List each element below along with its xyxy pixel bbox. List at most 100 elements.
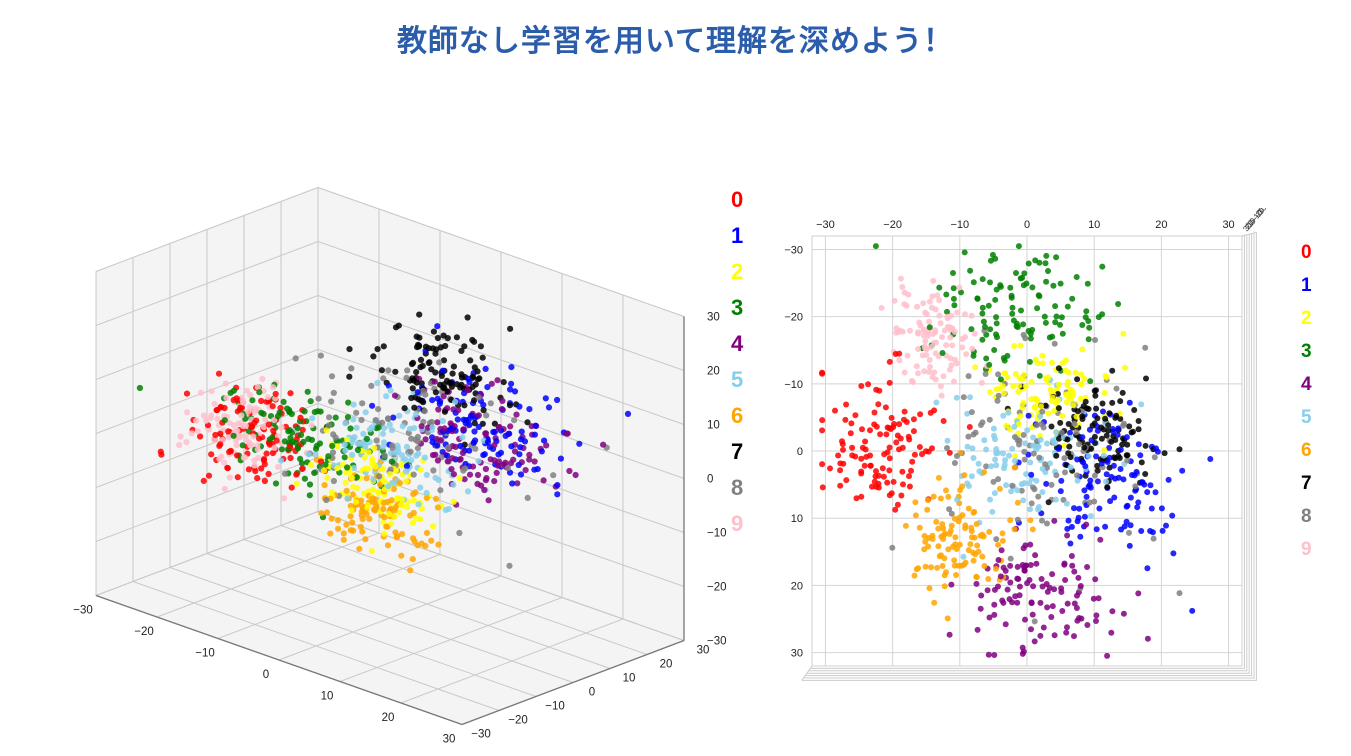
scatter-point <box>538 448 545 455</box>
scatter-point <box>946 631 953 638</box>
scatter-point <box>1176 446 1183 453</box>
scatter-point <box>350 401 357 408</box>
scatter-point <box>301 475 308 482</box>
scatter-point <box>487 400 494 407</box>
scatter-point <box>234 474 241 481</box>
scatter-point <box>203 417 210 424</box>
scatter-point <box>1054 397 1061 404</box>
scatter-point <box>953 453 960 459</box>
scatter-point <box>423 471 430 478</box>
scatter-point <box>1068 523 1075 530</box>
scatter-point <box>1161 450 1168 457</box>
scatter-point <box>886 455 893 462</box>
scatter-point <box>938 533 945 540</box>
scatter-point <box>936 297 943 304</box>
scatter-point <box>859 444 866 451</box>
scatter-point <box>289 438 296 446</box>
scatter-point <box>297 414 304 421</box>
scatter-point <box>388 458 395 465</box>
scatter-point <box>937 383 944 390</box>
x-tick-label: 30 <box>1222 219 1234 231</box>
scatter-point <box>1077 583 1084 589</box>
scatter-point <box>1071 568 1078 575</box>
scatter-point <box>468 412 475 419</box>
scatter-point <box>469 336 476 344</box>
scatter-point <box>936 312 943 319</box>
scatter-point <box>387 387 394 394</box>
scatter-point <box>1061 455 1068 462</box>
scatter-point <box>1058 314 1065 321</box>
scatter-point <box>412 411 419 418</box>
legend-item-2: 2 <box>731 259 744 284</box>
scatter-point <box>526 456 533 463</box>
scatter-point <box>1027 459 1034 466</box>
scatter-point <box>541 437 548 444</box>
scatter-point <box>1120 610 1127 617</box>
scatter-point <box>444 458 451 465</box>
scatter-point <box>363 475 370 482</box>
scatter-point <box>418 505 425 512</box>
scatter-point <box>417 364 424 371</box>
scatter-point <box>411 425 418 432</box>
scatter-point <box>317 352 324 359</box>
scatter-point <box>531 431 539 438</box>
scatter-point <box>1143 375 1149 382</box>
scatter-point <box>301 408 308 415</box>
scatter-point <box>901 369 908 376</box>
scatter-point <box>234 452 241 459</box>
scatter-point <box>1081 487 1088 494</box>
scatter-point <box>434 334 441 342</box>
scatter-point <box>362 465 369 472</box>
scatter-point <box>1051 340 1058 347</box>
scatter-point <box>1014 516 1021 523</box>
scatter-point <box>967 267 974 274</box>
scatter-point <box>215 370 223 377</box>
scatter-point <box>458 374 466 381</box>
scatter-point <box>293 480 300 487</box>
scatter-point <box>1020 321 1027 328</box>
x-tick-label: 30 <box>443 734 456 746</box>
scatter-point <box>1079 322 1086 328</box>
scatter-point <box>294 424 301 431</box>
scatter-point <box>263 450 270 457</box>
scatter-point <box>499 397 506 404</box>
scatter-point <box>292 355 299 362</box>
scatter-point <box>886 444 893 451</box>
scatter-point <box>273 437 280 444</box>
scatter-point <box>896 421 903 428</box>
scatter-point <box>1015 421 1022 428</box>
scatter-point <box>986 614 993 621</box>
scatter-point <box>314 408 321 415</box>
scatter-point <box>1093 526 1100 533</box>
scatter-point <box>1127 522 1134 529</box>
scatter-point <box>136 384 143 392</box>
pane-frame-layer <box>805 233 1253 677</box>
scatter-point <box>922 309 929 316</box>
scatter-point <box>1052 496 1059 503</box>
scatter-point <box>1055 446 1062 452</box>
scatter-point <box>996 485 1003 492</box>
scatter-point <box>1083 308 1090 315</box>
scatter-point <box>1159 527 1166 534</box>
scatter-point <box>927 364 933 370</box>
scatter-point <box>1039 517 1045 524</box>
scatter-point <box>852 453 859 460</box>
scatter-point <box>256 435 263 442</box>
scatter-point <box>873 468 879 475</box>
scatter-point <box>944 615 951 622</box>
scatter-point <box>1117 398 1124 405</box>
scatter-point <box>995 392 1002 399</box>
scatter-point <box>1135 590 1142 597</box>
legend-item-8: 8 <box>731 475 744 500</box>
scatter-point <box>970 557 977 564</box>
scatter-point <box>384 415 392 422</box>
scatter-point <box>1127 494 1134 501</box>
scatter-point <box>1025 328 1032 334</box>
scatter-point <box>991 611 998 618</box>
scatter-point <box>1110 428 1117 435</box>
scatter-point <box>383 393 390 400</box>
scatter-point <box>566 467 573 475</box>
scatter-point <box>392 368 399 375</box>
scatter-point <box>253 417 260 424</box>
scatter-point <box>484 384 491 391</box>
